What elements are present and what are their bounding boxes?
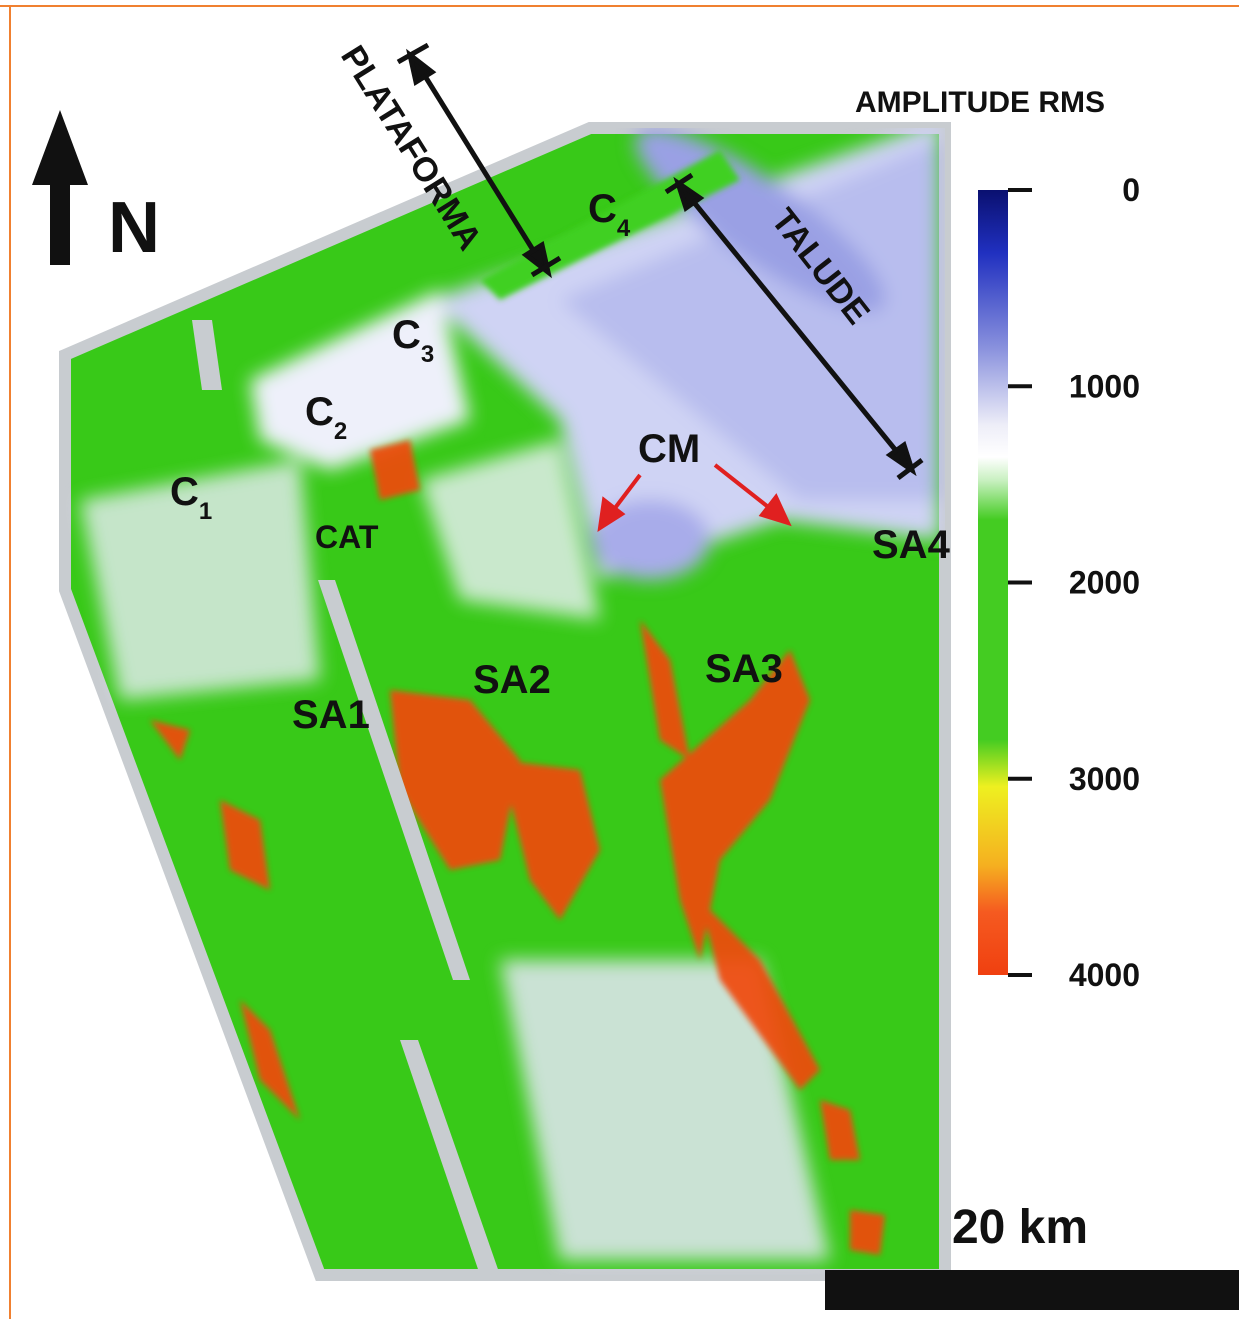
colorbar-tick-label: 2000 bbox=[1069, 565, 1140, 601]
north-label: N bbox=[108, 188, 160, 268]
area-label: SA1 bbox=[292, 693, 370, 737]
colorbar-tick-label: 3000 bbox=[1069, 761, 1140, 797]
channel-sub: 2 bbox=[334, 418, 347, 445]
area-label: SA3 bbox=[705, 647, 783, 691]
figure: N PLATAFORMA TALUDE CM C1 C2 C3 C4 CAT S… bbox=[0, 0, 1239, 1319]
channel-letter: C bbox=[392, 313, 421, 357]
area-label: CAT bbox=[315, 519, 379, 555]
channel-sub: 3 bbox=[421, 341, 434, 368]
channel-sub: 4 bbox=[617, 215, 631, 242]
area-label: SA4 bbox=[872, 523, 951, 567]
colorbar-scale bbox=[978, 190, 1008, 975]
colorbar-tick-label: 0 bbox=[1122, 172, 1140, 208]
scale-label: 20 km bbox=[952, 1201, 1088, 1254]
colorbar-tick-label: 1000 bbox=[1069, 368, 1140, 404]
channel-sub: 1 bbox=[199, 498, 212, 525]
north-arrow: N bbox=[32, 110, 160, 268]
colorbar-title: AMPLITUDE RMS bbox=[855, 86, 1105, 119]
area-label: SA2 bbox=[473, 658, 551, 702]
colorbar-tick-label: 4000 bbox=[1069, 957, 1140, 993]
channel-letter: C bbox=[305, 390, 334, 434]
scale-bar bbox=[825, 1270, 1239, 1310]
channel-letter: C bbox=[170, 470, 199, 514]
cm-label: CM bbox=[638, 427, 700, 471]
channel-letter: C bbox=[588, 187, 617, 231]
